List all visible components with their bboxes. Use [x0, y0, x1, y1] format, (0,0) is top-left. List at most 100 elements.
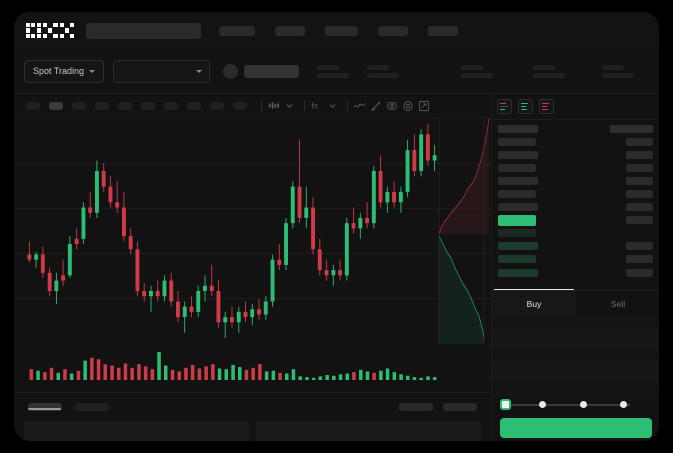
ticker-info — [223, 63, 635, 79]
timeframe-button-9[interactable] — [210, 101, 224, 110]
orderbook-ask-row[interactable] — [498, 203, 653, 212]
nav-item-earn[interactable] — [378, 25, 409, 36]
okx-logo-k-icon — [42, 23, 58, 38]
orderbook-bid-row[interactable] — [498, 242, 653, 251]
timeframe-button-10[interactable] — [233, 101, 247, 110]
order-field-extra[interactable] — [492, 380, 659, 396]
stat-24h-volume — [602, 64, 635, 78]
slider-stop-75[interactable] — [620, 401, 627, 408]
drawing-tools-icon[interactable] — [369, 99, 382, 112]
search-input[interactable] — [86, 22, 202, 39]
order-field-amount[interactable] — [492, 348, 659, 364]
orderbook-last-price-row[interactable] — [498, 214, 653, 226]
stat-24h-low — [533, 64, 566, 78]
amount-percentage-slider[interactable] — [500, 398, 652, 412]
okx-logo-x-icon — [59, 23, 75, 38]
active-tab-indicator — [28, 408, 61, 410]
spot-trading-label: Spot Trading — [33, 66, 85, 76]
volume-chart — [14, 344, 491, 392]
volume-bars-canvas — [29, 352, 437, 380]
market-sub-header: Spot Trading — [14, 49, 659, 94]
timeframe-button-2[interactable] — [49, 101, 63, 110]
slider-track — [502, 404, 630, 406]
panel-positions[interactable] — [256, 421, 481, 441]
timeframe-button-1[interactable] — [26, 101, 40, 110]
tab-open-orders[interactable] — [28, 402, 62, 411]
line-chart-icon[interactable] — [353, 99, 366, 112]
indicators-dropdown-icon[interactable] — [326, 99, 339, 112]
timeframe-button-6[interactable] — [141, 101, 155, 110]
orderbook-sidebar: Buy Sell — [491, 94, 659, 441]
order-entry-form — [492, 316, 659, 396]
timeframe-button-3[interactable] — [72, 101, 86, 110]
top-navigation-bar — [14, 12, 659, 49]
toolbar-divider — [347, 100, 348, 111]
okx-logo[interactable] — [26, 23, 75, 38]
chart-type-dropdown-icon[interactable] — [283, 99, 296, 112]
orderbook-size-column-header — [610, 124, 653, 133]
sidebar-divider — [492, 119, 659, 120]
spot-trading-dropdown[interactable]: Spot Trading — [24, 59, 105, 83]
submit-buy-button[interactable] — [500, 418, 652, 438]
nav-item-trade[interactable] — [325, 25, 359, 36]
orders-tab-bar — [14, 392, 491, 420]
slider-handle[interactable] — [500, 399, 511, 410]
timeframe-button-7[interactable] — [164, 101, 178, 110]
indicators-icon[interactable]: fx — [310, 99, 323, 112]
toolbar-divider — [261, 100, 262, 111]
orderbook-ask-row[interactable] — [498, 137, 653, 146]
alert-icon[interactable] — [385, 99, 398, 112]
orderbook-ask-row[interactable] — [498, 176, 653, 185]
stat-last-price — [317, 64, 350, 78]
timeframe-button-5[interactable] — [118, 101, 132, 110]
orderbook-layout-toggles — [492, 94, 659, 114]
orderbook-bid-row[interactable] — [498, 255, 653, 264]
chevron-down-icon — [196, 69, 203, 73]
orderbook-ask-row[interactable] — [498, 150, 653, 159]
slider-stop-50[interactable] — [580, 401, 587, 408]
panel-assets[interactable] — [24, 421, 249, 441]
app-screen: Spot Trading — [14, 12, 659, 441]
timeframe-button-4[interactable] — [95, 101, 109, 110]
chart-toolbar: fx — [14, 94, 491, 118]
order-field-type[interactable] — [492, 316, 659, 332]
chevron-down-icon — [89, 69, 96, 73]
fullscreen-icon[interactable] — [417, 99, 430, 112]
tab-action-2[interactable] — [443, 402, 477, 411]
orderbook-both-icon[interactable] — [497, 99, 512, 114]
slider-stop-25[interactable] — [539, 401, 546, 408]
buy-sell-active-indicator — [494, 289, 574, 291]
orderbook-header-row — [498, 124, 653, 133]
tab-buy-label: Buy — [526, 298, 542, 309]
orderbook-ask-row[interactable] — [498, 189, 653, 198]
settings-icon[interactable] — [401, 99, 414, 112]
toolbar-divider — [304, 100, 305, 111]
orderbook-ask-row[interactable] — [498, 163, 653, 172]
nav-item-more[interactable] — [428, 25, 459, 36]
bottom-panel-row — [14, 421, 491, 441]
orders-tab-actions — [399, 402, 477, 411]
nav-item-buy-crypto[interactable] — [219, 25, 256, 36]
orderbook-bid-row[interactable] — [498, 229, 653, 238]
tab-sell-label: Sell — [610, 298, 626, 309]
svg-text:fx: fx — [311, 101, 318, 110]
candlestick-chart-icon[interactable] — [267, 99, 280, 112]
price-chart[interactable] — [14, 118, 491, 344]
tab-order-history[interactable] — [75, 402, 109, 411]
nav-item-markets[interactable] — [275, 25, 306, 36]
orderbook-asks-icon[interactable] — [539, 99, 554, 114]
orderbook-bid-row[interactable] — [498, 268, 653, 277]
tab-buy[interactable]: Buy — [492, 291, 576, 316]
timeframe-button-8[interactable] — [187, 101, 201, 110]
candlestick-chart-canvas — [14, 124, 491, 338]
tab-sell[interactable]: Sell — [576, 291, 659, 316]
trading-pair-select[interactable] — [113, 59, 211, 83]
market-depth-overlay — [438, 118, 490, 344]
stat-24h-change — [367, 64, 400, 78]
order-field-price[interactable] — [492, 332, 659, 348]
order-field-total[interactable] — [492, 364, 659, 380]
orderbook-bids-icon[interactable] — [518, 99, 533, 114]
orderbook-rows — [492, 120, 659, 277]
tab-action-1[interactable] — [399, 402, 433, 411]
